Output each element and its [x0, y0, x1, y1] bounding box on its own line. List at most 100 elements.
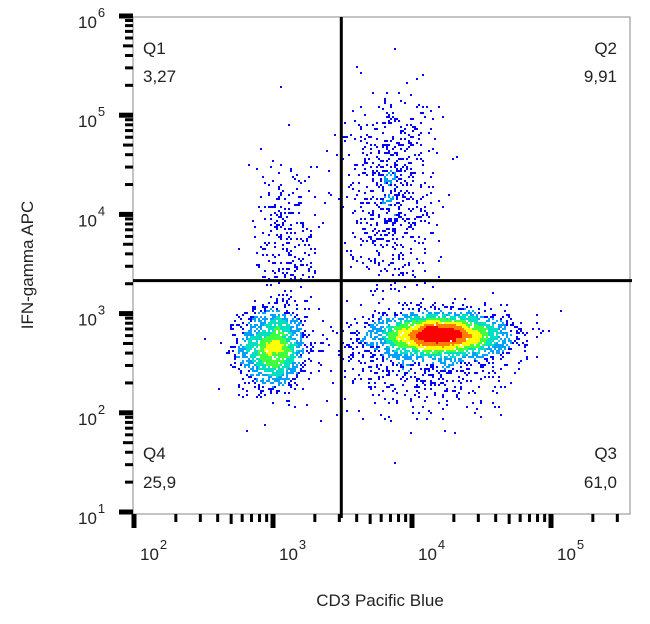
event-dot: [402, 158, 404, 160]
event-dot: [410, 320, 412, 322]
event-dot: [264, 248, 266, 250]
event-dot: [292, 260, 294, 262]
event-dot: [252, 308, 254, 310]
event-dot: [376, 372, 378, 374]
event-dot: [270, 332, 272, 334]
event-dot: [384, 180, 386, 182]
event-dot: [294, 316, 296, 318]
event-dot: [254, 300, 256, 302]
event-dot: [518, 362, 520, 364]
event-dot: [278, 188, 280, 190]
event-dot: [262, 386, 264, 388]
event-dot: [438, 326, 440, 328]
event-dot: [472, 318, 474, 320]
event-dot: [282, 320, 284, 322]
event-dot: [366, 198, 368, 200]
event-dot: [262, 356, 264, 358]
q1-value: 3,27: [143, 67, 176, 86]
event-dot: [386, 148, 388, 150]
event-dot: [452, 322, 454, 324]
event-dot: [250, 342, 252, 344]
event-dot: [398, 256, 400, 258]
event-dot: [430, 340, 432, 342]
event-dot: [350, 250, 352, 252]
event-dot: [284, 340, 286, 342]
event-dot: [376, 204, 378, 206]
event-dot: [246, 356, 248, 358]
event-dot: [412, 144, 414, 146]
event-dot: [280, 362, 282, 364]
event-dot: [408, 340, 410, 342]
event-dot: [500, 338, 502, 340]
event-dot: [262, 380, 264, 382]
event-dot: [262, 324, 264, 326]
event-dot: [352, 380, 354, 382]
event-dot: [420, 368, 422, 370]
event-dot: [418, 330, 420, 332]
event-dot: [388, 324, 390, 326]
event-dot: [370, 290, 372, 292]
event-dot: [302, 258, 304, 260]
event-dot: [290, 330, 292, 332]
event-dot: [438, 312, 440, 314]
event-dot: [474, 412, 476, 414]
event-dot: [396, 238, 398, 240]
event-dot: [276, 276, 278, 278]
event-dot: [286, 368, 288, 370]
event-dot: [264, 368, 266, 370]
event-dot: [244, 348, 246, 350]
event-dot: [242, 396, 244, 398]
event-dot: [354, 236, 356, 238]
event-dot: [280, 332, 282, 334]
event-dot: [374, 228, 376, 230]
event-dot: [374, 262, 376, 264]
event-dot: [406, 390, 408, 392]
event-dot: [282, 330, 284, 332]
event-dot: [274, 364, 276, 366]
event-dot: [270, 364, 272, 366]
event-dot: [462, 360, 464, 362]
event-dot: [358, 124, 360, 126]
event-dot: [280, 216, 282, 218]
event-dot: [424, 338, 426, 340]
event-dot: [414, 376, 416, 378]
event-dot: [430, 314, 432, 316]
event-dot: [330, 370, 332, 372]
event-dot: [446, 326, 448, 328]
event-dot: [374, 386, 376, 388]
event-dot: [464, 356, 466, 358]
event-dot: [264, 270, 266, 272]
event-dot: [402, 272, 404, 274]
event-dot: [434, 306, 436, 308]
event-dot: [376, 250, 378, 252]
event-dot: [370, 378, 372, 380]
event-dot: [472, 348, 474, 350]
event-dot: [476, 318, 478, 320]
event-dot: [274, 328, 276, 330]
event-dot: [374, 326, 376, 328]
event-dot: [276, 372, 278, 374]
event-dot: [252, 352, 254, 354]
event-dot: [428, 338, 430, 340]
event-dot: [376, 358, 378, 360]
event-dot: [392, 362, 394, 364]
event-dot: [364, 162, 366, 164]
event-dot: [442, 334, 444, 336]
event-dot: [426, 396, 428, 398]
event-dot: [444, 360, 446, 362]
event-dot: [434, 392, 436, 394]
event-dot: [284, 326, 286, 328]
event-dot: [416, 386, 418, 388]
event-dot: [382, 174, 384, 176]
event-dot: [390, 182, 392, 184]
event-dot: [372, 240, 374, 242]
event-dot: [486, 332, 488, 334]
event-dot: [430, 322, 432, 324]
event-dot: [280, 364, 282, 366]
event-dot: [484, 302, 486, 304]
event-dot: [404, 340, 406, 342]
event-dot: [434, 320, 436, 322]
event-dot: [406, 184, 408, 186]
event-dot: [312, 330, 314, 332]
event-dot: [440, 344, 442, 346]
